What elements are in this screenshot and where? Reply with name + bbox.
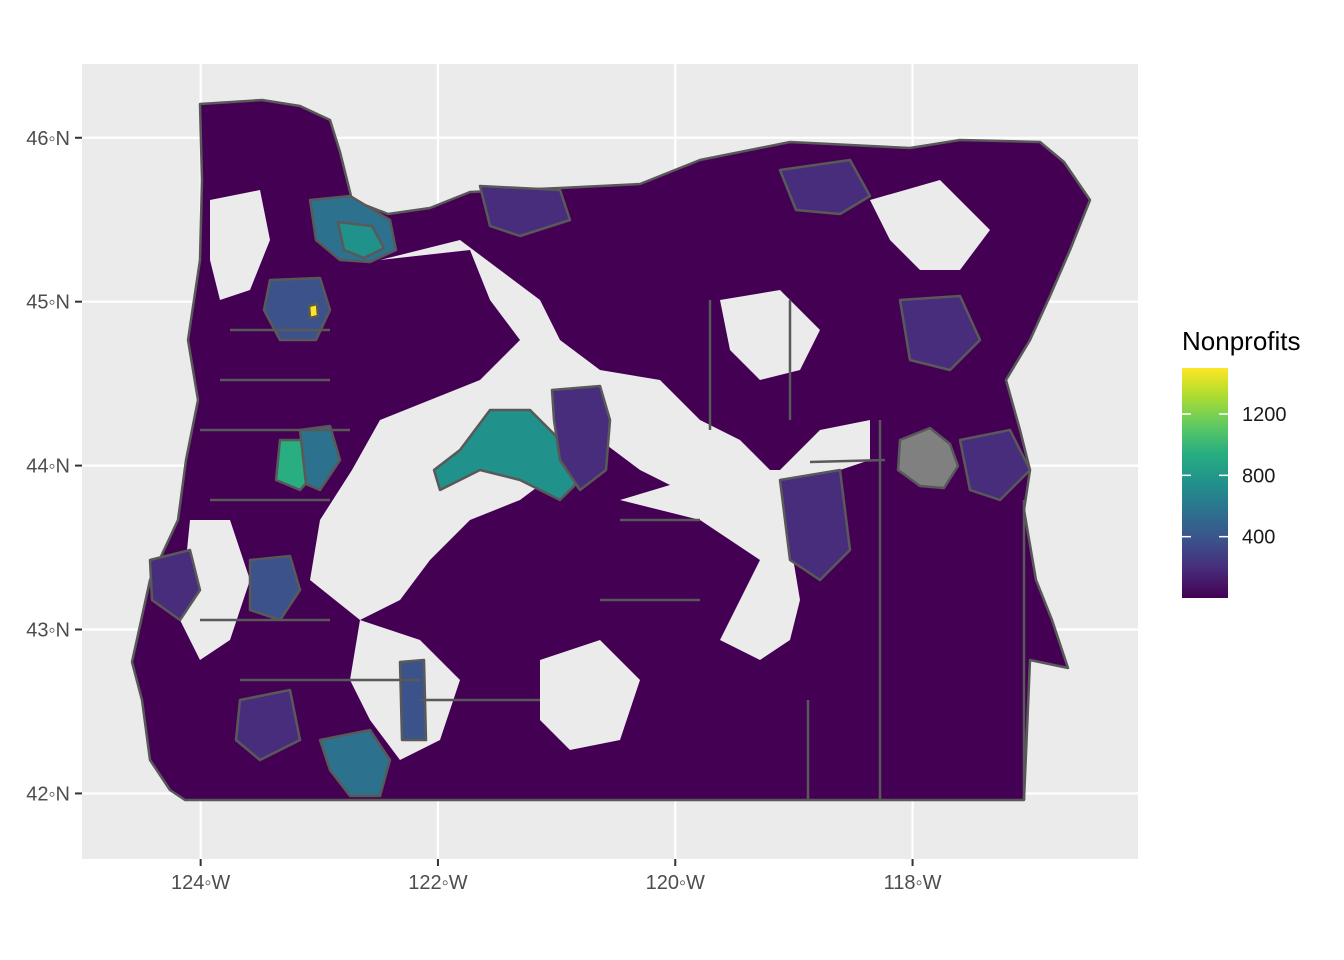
oregon-map (130, 98, 1092, 802)
region-portland-core (336, 220, 386, 260)
y-axis-ticks: 46◦N 45◦N 44◦N 43◦N 42◦N (26, 128, 82, 805)
region-pendleton (778, 158, 872, 216)
legend-colorbar (1182, 368, 1228, 598)
y-tick-label: 44◦N (26, 456, 70, 478)
gap-southwest (180, 520, 250, 660)
x-axis-ticks: 124◦W 122◦W 120◦W 118◦W (171, 859, 942, 894)
region-salem (262, 276, 332, 342)
y-tick-label: 45◦N (26, 292, 70, 314)
region-missing-data (896, 426, 960, 490)
y-tick-label: 43◦N (26, 620, 70, 642)
region-bend (432, 408, 582, 502)
legend-break-label: 800 (1242, 465, 1275, 487)
region-la-grande (898, 294, 982, 372)
region-roseburg (248, 554, 302, 622)
region-salem-high (307, 302, 320, 320)
legend-title: Nonprofits (1182, 326, 1301, 356)
legend-break-label: 400 (1242, 527, 1275, 549)
x-tick-label: 118◦W (884, 872, 942, 894)
region-medford (318, 728, 392, 798)
x-tick-label: 120◦W (646, 872, 705, 894)
region-north-central (478, 184, 572, 238)
x-tick-label: 122◦W (408, 872, 467, 894)
region-southeast-border (708, 300, 1026, 800)
region-west-borders (200, 328, 700, 702)
legend-break-label: 1200 (1242, 404, 1287, 426)
region-eugene-area (298, 424, 342, 492)
x-tick-label: 124◦W (171, 872, 230, 894)
gap-klamath (540, 640, 640, 750)
region-central-east (550, 384, 612, 492)
region-baker (958, 428, 1032, 502)
gap-northeast (870, 180, 990, 270)
gap-blue-mountains (720, 290, 820, 380)
region-coast (148, 548, 202, 622)
y-tick-label: 42◦N (26, 783, 70, 805)
y-tick-label: 46◦N (26, 128, 70, 150)
legend-breaks: 400 800 1200 (1182, 404, 1287, 549)
legend: Nonprofits 400 800 1200 (1182, 326, 1301, 598)
region-ontario (778, 468, 852, 582)
region-grants-pass (234, 688, 302, 762)
gap-coast-range (210, 190, 270, 300)
